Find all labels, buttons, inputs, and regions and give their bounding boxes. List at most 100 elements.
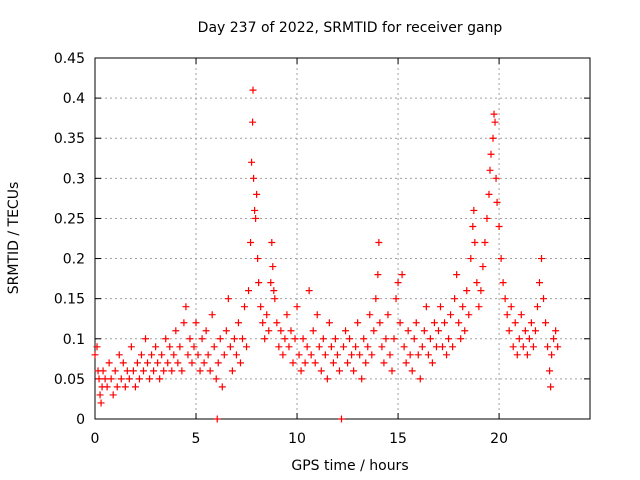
data-point <box>135 375 143 383</box>
data-point <box>554 343 562 351</box>
data-point <box>273 319 281 327</box>
data-point <box>253 190 261 198</box>
data-point <box>392 295 400 303</box>
data-point <box>317 367 325 375</box>
data-point <box>139 367 147 375</box>
data-point <box>517 311 525 319</box>
data-point <box>111 367 119 375</box>
x-tick-label: 5 <box>192 431 201 447</box>
data-point <box>493 198 501 206</box>
data-points <box>91 86 562 423</box>
y-tick-label: 0.35 <box>54 131 85 147</box>
data-point <box>505 327 513 335</box>
data-point <box>249 86 257 94</box>
data-point <box>202 327 210 335</box>
data-point <box>426 335 434 343</box>
data-point <box>463 287 471 295</box>
x-tick-label: 0 <box>91 431 100 447</box>
data-point <box>479 263 487 271</box>
data-point <box>527 319 535 327</box>
data-point <box>176 343 184 351</box>
data-point <box>295 351 303 359</box>
data-point <box>531 327 539 335</box>
data-point <box>307 351 315 359</box>
data-point <box>495 222 503 230</box>
data-point <box>439 343 447 351</box>
y-tick-label: 0.3 <box>63 171 85 187</box>
data-point <box>313 311 321 319</box>
data-point <box>160 367 168 375</box>
data-point <box>485 190 493 198</box>
data-point <box>469 222 477 230</box>
data-point <box>96 391 104 399</box>
data-point <box>346 335 354 343</box>
data-point <box>254 255 262 263</box>
data-point <box>430 319 438 327</box>
x-tick-label: 10 <box>288 431 306 447</box>
data-point <box>441 319 449 327</box>
data-point <box>250 174 258 182</box>
data-point <box>470 206 478 214</box>
data-point <box>232 351 240 359</box>
data-point <box>372 295 380 303</box>
data-point <box>208 311 216 319</box>
data-point <box>213 415 221 423</box>
data-point <box>174 359 182 367</box>
data-point <box>188 359 196 367</box>
data-point <box>356 351 364 359</box>
data-point <box>486 166 494 174</box>
x-tick-label: 20 <box>490 431 508 447</box>
data-point <box>511 319 519 327</box>
data-point <box>449 343 457 351</box>
data-point <box>408 367 416 375</box>
data-point <box>131 383 139 391</box>
data-point <box>226 343 234 351</box>
data-point <box>289 359 297 367</box>
data-point <box>535 279 543 287</box>
data-point <box>279 351 287 359</box>
data-point <box>230 335 238 343</box>
data-point <box>499 279 507 287</box>
data-point <box>127 343 135 351</box>
data-point <box>491 118 499 126</box>
data-point <box>117 375 125 383</box>
data-point <box>538 255 546 263</box>
data-point <box>107 375 115 383</box>
data-point <box>388 367 396 375</box>
data-point <box>265 327 273 335</box>
data-point <box>113 383 121 391</box>
data-point <box>251 206 259 214</box>
data-point <box>344 359 352 367</box>
data-point <box>547 383 555 391</box>
data-point <box>204 351 212 359</box>
data-point <box>198 335 206 343</box>
data-point <box>467 255 475 263</box>
data-point <box>297 367 305 375</box>
data-point <box>513 351 521 359</box>
data-point <box>548 351 556 359</box>
data-point <box>245 287 253 295</box>
data-point <box>370 327 378 335</box>
data-point <box>420 327 428 335</box>
y-tick-label: 0.05 <box>54 372 85 388</box>
data-point <box>519 343 527 351</box>
data-point <box>269 263 277 271</box>
data-point <box>275 343 283 351</box>
data-point <box>501 295 509 303</box>
data-point <box>271 295 279 303</box>
data-point <box>186 335 194 343</box>
data-point <box>257 303 265 311</box>
data-point <box>358 375 366 383</box>
data-point <box>544 343 552 351</box>
data-point <box>473 279 481 287</box>
data-point <box>368 351 376 359</box>
data-point <box>445 335 453 343</box>
data-point <box>342 327 350 335</box>
data-point <box>453 271 461 279</box>
y-tick-label: 0.45 <box>54 51 85 67</box>
data-point <box>133 359 141 367</box>
data-point <box>299 335 307 343</box>
data-point <box>303 343 311 351</box>
data-point <box>268 239 276 247</box>
